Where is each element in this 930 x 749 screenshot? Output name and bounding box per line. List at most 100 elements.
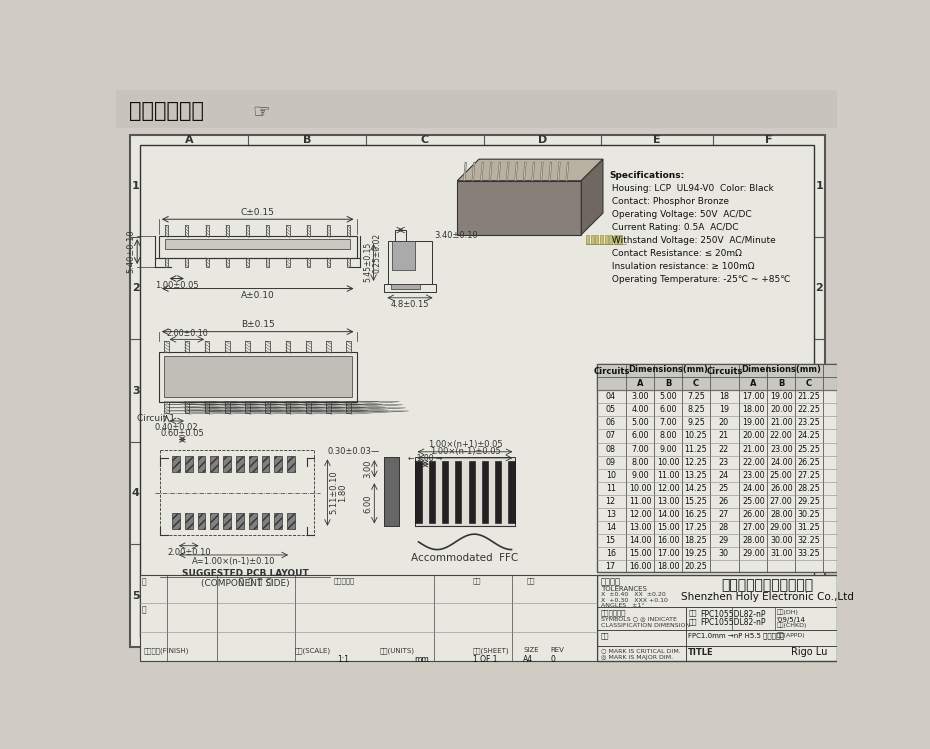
- Text: (COMPONENT SIDE): (COMPONENT SIDE): [201, 579, 289, 588]
- Bar: [226, 258, 229, 267]
- Bar: [391, 284, 420, 288]
- Bar: [458, 181, 581, 234]
- Text: 07: 07: [605, 431, 616, 440]
- Text: 1: 1: [816, 181, 823, 191]
- Text: 在线图纸下载: 在线图纸下载: [128, 101, 204, 121]
- Text: 表面处理(FINISH): 表面处理(FINISH): [143, 647, 189, 654]
- Text: 20: 20: [719, 419, 729, 428]
- Text: 13.25: 13.25: [684, 471, 708, 480]
- Text: 1.00×(n-1)±0.05: 1.00×(n-1)±0.05: [430, 446, 500, 455]
- Polygon shape: [506, 163, 510, 181]
- Text: 19.00: 19.00: [770, 392, 792, 401]
- Text: 3: 3: [132, 386, 140, 395]
- Text: C: C: [806, 379, 812, 388]
- Text: 5.00: 5.00: [631, 419, 649, 428]
- Bar: [347, 225, 351, 236]
- Bar: [604, 234, 607, 244]
- Polygon shape: [458, 160, 603, 181]
- Text: 13.00: 13.00: [657, 497, 679, 506]
- Text: 5.40±0.10: 5.40±0.10: [126, 230, 136, 273]
- Text: X  ±0.40   XX  ±0.20: X ±0.40 XX ±0.20: [601, 592, 665, 597]
- Text: A: A: [185, 135, 193, 145]
- Text: C±0.15: C±0.15: [241, 208, 274, 217]
- Bar: [597, 364, 837, 572]
- Bar: [265, 401, 270, 413]
- Text: 20.00: 20.00: [742, 431, 764, 440]
- Text: Contact: Phosphor Bronze: Contact: Phosphor Bronze: [609, 197, 729, 206]
- Text: 31.00: 31.00: [770, 549, 792, 558]
- Text: Dimensions(mm): Dimensions(mm): [628, 365, 708, 374]
- Text: SIZE: SIZE: [523, 647, 538, 653]
- Text: 4.8±0.15: 4.8±0.15: [391, 300, 430, 309]
- Bar: [223, 456, 231, 472]
- Text: 17.00: 17.00: [742, 392, 764, 401]
- Text: 2: 2: [816, 283, 823, 293]
- Text: 一般公差: 一般公差: [601, 577, 620, 586]
- Text: 1 OF 1: 1 OF 1: [472, 655, 498, 664]
- Text: 6.00: 6.00: [631, 431, 649, 440]
- Text: 11: 11: [605, 484, 616, 493]
- Text: 26.25: 26.25: [798, 458, 820, 467]
- Text: 18.00: 18.00: [657, 562, 679, 571]
- Polygon shape: [523, 163, 526, 181]
- Text: 0.60±0.05: 0.60±0.05: [161, 429, 205, 438]
- Text: B: B: [302, 135, 312, 145]
- Text: 26: 26: [719, 497, 729, 506]
- Bar: [205, 341, 209, 352]
- Text: 品名: 品名: [601, 633, 609, 640]
- Text: 14.00: 14.00: [629, 536, 651, 545]
- Text: 15.00: 15.00: [629, 549, 651, 558]
- Text: 1.80: 1.80: [339, 483, 347, 502]
- Bar: [609, 234, 612, 244]
- Bar: [346, 341, 351, 352]
- Text: 核准(APPD): 核准(APPD): [777, 633, 805, 638]
- Bar: [246, 401, 250, 413]
- Text: A4: A4: [523, 655, 533, 664]
- Bar: [210, 456, 219, 472]
- Bar: [236, 456, 244, 472]
- Text: E: E: [654, 637, 661, 647]
- Text: 17: 17: [605, 562, 616, 571]
- Bar: [327, 258, 330, 267]
- Text: 24.00: 24.00: [770, 458, 792, 467]
- Bar: [595, 234, 598, 244]
- Text: Operating Temperature: -25℃ ~ +85℃: Operating Temperature: -25℃ ~ +85℃: [609, 276, 790, 285]
- Text: 10.25: 10.25: [684, 431, 708, 440]
- Text: 25.00: 25.00: [742, 497, 764, 506]
- Bar: [197, 456, 206, 472]
- Text: SUGGESTED PCB LAYOUT: SUGGESTED PCB LAYOUT: [181, 568, 309, 577]
- Text: 8.00: 8.00: [631, 458, 649, 467]
- Bar: [236, 513, 244, 529]
- Bar: [415, 457, 515, 527]
- Bar: [347, 258, 351, 267]
- Text: 16.00: 16.00: [629, 562, 651, 571]
- Text: 修: 修: [141, 577, 146, 586]
- Bar: [306, 341, 311, 352]
- Bar: [166, 239, 351, 249]
- Text: 0.30±0.03—: 0.30±0.03—: [327, 447, 379, 456]
- Bar: [326, 401, 331, 413]
- Text: ← 1.00 →: ← 1.00 →: [408, 454, 443, 463]
- Polygon shape: [540, 163, 543, 181]
- Bar: [287, 456, 295, 472]
- Bar: [166, 258, 168, 267]
- Text: 11.00: 11.00: [629, 497, 651, 506]
- Bar: [248, 456, 257, 472]
- Text: C: C: [420, 637, 429, 647]
- Bar: [205, 401, 209, 413]
- Text: 12: 12: [605, 497, 616, 506]
- Text: 1: 1: [132, 181, 140, 191]
- Text: ☞: ☞: [252, 103, 270, 123]
- Text: 15.00: 15.00: [657, 523, 679, 532]
- Bar: [286, 341, 290, 352]
- Bar: [165, 401, 169, 413]
- Bar: [469, 461, 474, 523]
- Text: 3.40±0.10: 3.40±0.10: [434, 231, 478, 240]
- Bar: [274, 456, 282, 472]
- Text: A±0.10: A±0.10: [241, 291, 274, 300]
- Text: 28.00: 28.00: [742, 536, 764, 545]
- Text: 6.00: 6.00: [364, 494, 373, 512]
- Text: 7.00: 7.00: [631, 445, 649, 454]
- Text: 日期: 日期: [472, 577, 481, 584]
- Bar: [116, 90, 837, 128]
